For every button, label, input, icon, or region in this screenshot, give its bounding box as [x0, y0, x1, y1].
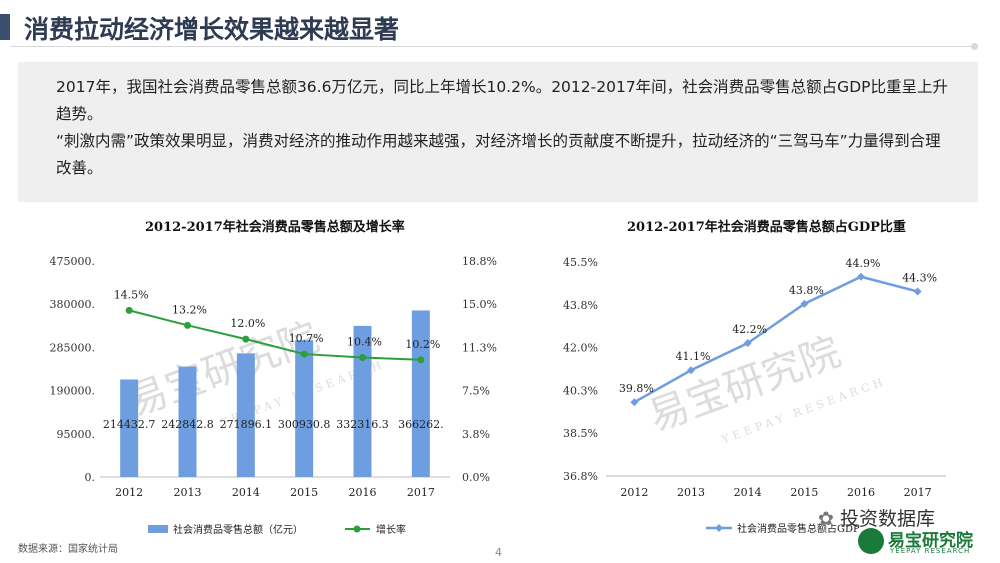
x-axis-tick-label: 2013: [174, 486, 202, 499]
growth-rate-point: [359, 354, 366, 362]
growth-rate-point: [300, 350, 308, 358]
page-title: 消费拉动经济增长效果越来越显著: [24, 15, 400, 44]
left-axis-tick-label: 380000.: [50, 298, 96, 311]
brand-logo: 易宝研究院 YEEPAY RESEARCH: [858, 526, 996, 558]
wechat-brand: ✿ 投资数据库: [818, 504, 935, 531]
data-source-note: 数据来源：国家统计局: [18, 544, 118, 555]
bar-data-label: 214432.7: [103, 418, 156, 431]
y-axis-tick-label: 45.5%: [563, 256, 598, 269]
bar-data-label: 366262.: [398, 418, 444, 431]
x-axis-tick-label: 2013: [677, 486, 705, 499]
legend-label-growth-rate: 增长率: [376, 523, 406, 536]
logo-subtext: YEEPAY RESEARCH: [890, 547, 971, 555]
title-accent-bar: [0, 14, 10, 40]
growth-rate-data-label: 13.2%: [172, 303, 207, 316]
growth-rate-point: [417, 356, 425, 364]
page-number: 4: [495, 546, 502, 559]
legend-label-retail-sales: 社会消费品零售总额（亿元）: [173, 523, 303, 536]
logo-text: 易宝研究院: [888, 531, 973, 551]
y-axis-tick-label: 36.8%: [563, 470, 598, 483]
gdp-share-line: [633, 275, 918, 404]
logo-mark-icon: [858, 528, 884, 554]
gdp-share-point: [630, 398, 639, 407]
x-axis-tick-label: 2014: [232, 486, 260, 499]
legend-marker-growth-rate: [353, 525, 361, 533]
gdp-share-data-label: 42.2%: [732, 323, 767, 336]
growth-rate-data-label: 12.0%: [230, 317, 265, 330]
growth-rate-data-label: 10.4%: [347, 336, 382, 349]
x-axis-tick-label: 2015: [790, 486, 818, 499]
gdp-share-data-label: 43.8%: [789, 284, 824, 297]
bar-retail-sales: [120, 379, 139, 477]
gdp-share-point: [857, 272, 865, 281]
x-axis-tick-label: 2017: [904, 486, 932, 499]
growth-rate-line: [128, 309, 421, 361]
left-axis-tick-label: 0.: [85, 471, 96, 484]
right-axis-tick-label: 3.8%: [462, 428, 490, 441]
legend-label-gdp-share: 社会消费品零售总额占GDP: [737, 522, 860, 535]
growth-rate-data-label: 10.7%: [289, 332, 324, 345]
bar-retail-sales: [411, 310, 430, 477]
gdp-share-point: [800, 299, 809, 308]
chart2-title: 2012-2017年社会消费品零售总额占GDP比重: [627, 220, 906, 235]
wechat-icon: ✿: [818, 508, 840, 530]
bar-data-label: 242842.8: [161, 418, 214, 431]
title-divider-dot: [971, 43, 978, 50]
bar-retail-sales: [236, 353, 255, 477]
x-axis-tick-label: 2016: [349, 486, 377, 499]
x-axis-tick-label: 2012: [620, 486, 648, 499]
bar-data-label: 332316.3: [336, 418, 389, 431]
right-axis-tick-label: 7.5%: [462, 385, 490, 398]
bar-retail-sales: [178, 366, 197, 477]
bar-retail-sales: [353, 325, 372, 477]
growth-rate-point: [184, 321, 191, 329]
gdp-share-data-label: 44.3%: [902, 272, 937, 285]
right-axis-tick-label: 18.8%: [462, 255, 497, 268]
right-axis-tick-label: 11.3%: [462, 341, 497, 354]
wechat-brand-text: 投资数据库: [839, 508, 935, 530]
growth-rate-data-label: 14.5%: [114, 288, 149, 301]
growth-rate-data-label: 10.2%: [405, 338, 440, 351]
gdp-share-point: [743, 339, 752, 348]
right-axis-tick-label: 0.0%: [462, 471, 490, 484]
y-axis-tick-label: 43.8%: [563, 299, 598, 312]
growth-rate-point: [125, 306, 133, 314]
summary-paragraph-2: “刺激内需”政策效果明显，消费对经济的推动作用越来越强，对经济增长的贡献度不断提…: [56, 132, 941, 177]
gdp-share-data-label: 39.8%: [619, 382, 654, 395]
gdp-share-data-label: 41.1%: [676, 350, 711, 363]
bar-data-label: 300930.8: [278, 418, 331, 431]
y-axis-tick-label: 40.3%: [563, 384, 598, 397]
y-axis-tick-label: 38.5%: [563, 427, 598, 440]
growth-rate-point: [242, 335, 250, 343]
title-bar: 消费拉动经济增长效果越来越显著: [0, 0, 1000, 50]
right-axis-tick-label: 15.0%: [462, 298, 497, 311]
bar-data-label: 271896.1: [220, 418, 273, 431]
gdp-share-point: [913, 287, 922, 296]
chart1-title: 2012-2017年社会消费品零售总额及增长率: [145, 220, 405, 235]
x-axis-tick-label: 2015: [290, 486, 318, 499]
gdp-share-data-label: 44.9%: [846, 257, 881, 270]
title-divider: [10, 46, 975, 47]
summary-text-box: [18, 62, 978, 202]
y-axis-tick-label: 42.0%: [563, 342, 598, 355]
left-axis-tick-label: 190000.: [50, 385, 96, 398]
gdp-share-point: [687, 366, 695, 375]
legend-marker-gdp-share: [715, 524, 723, 532]
x-axis-tick-label: 2012: [115, 486, 143, 499]
x-axis-tick-label: 2017: [407, 486, 435, 499]
summary-paragraph-1: 2017年，我国社会消费品零售总额36.6万亿元，同比上年增长10.2%。201…: [56, 78, 948, 123]
left-axis-tick-label: 285000.: [50, 341, 96, 354]
x-axis-tick-label: 2014: [734, 486, 762, 499]
bar-retail-sales: [295, 340, 314, 477]
x-axis-tick-label: 2016: [847, 486, 875, 499]
watermark-text: 易宝研究院: [121, 314, 325, 426]
legend-swatch-retail-sales: [148, 525, 168, 533]
left-axis-tick-label: 95000.: [57, 428, 96, 441]
left-axis-tick-label: 475000.: [50, 255, 96, 268]
